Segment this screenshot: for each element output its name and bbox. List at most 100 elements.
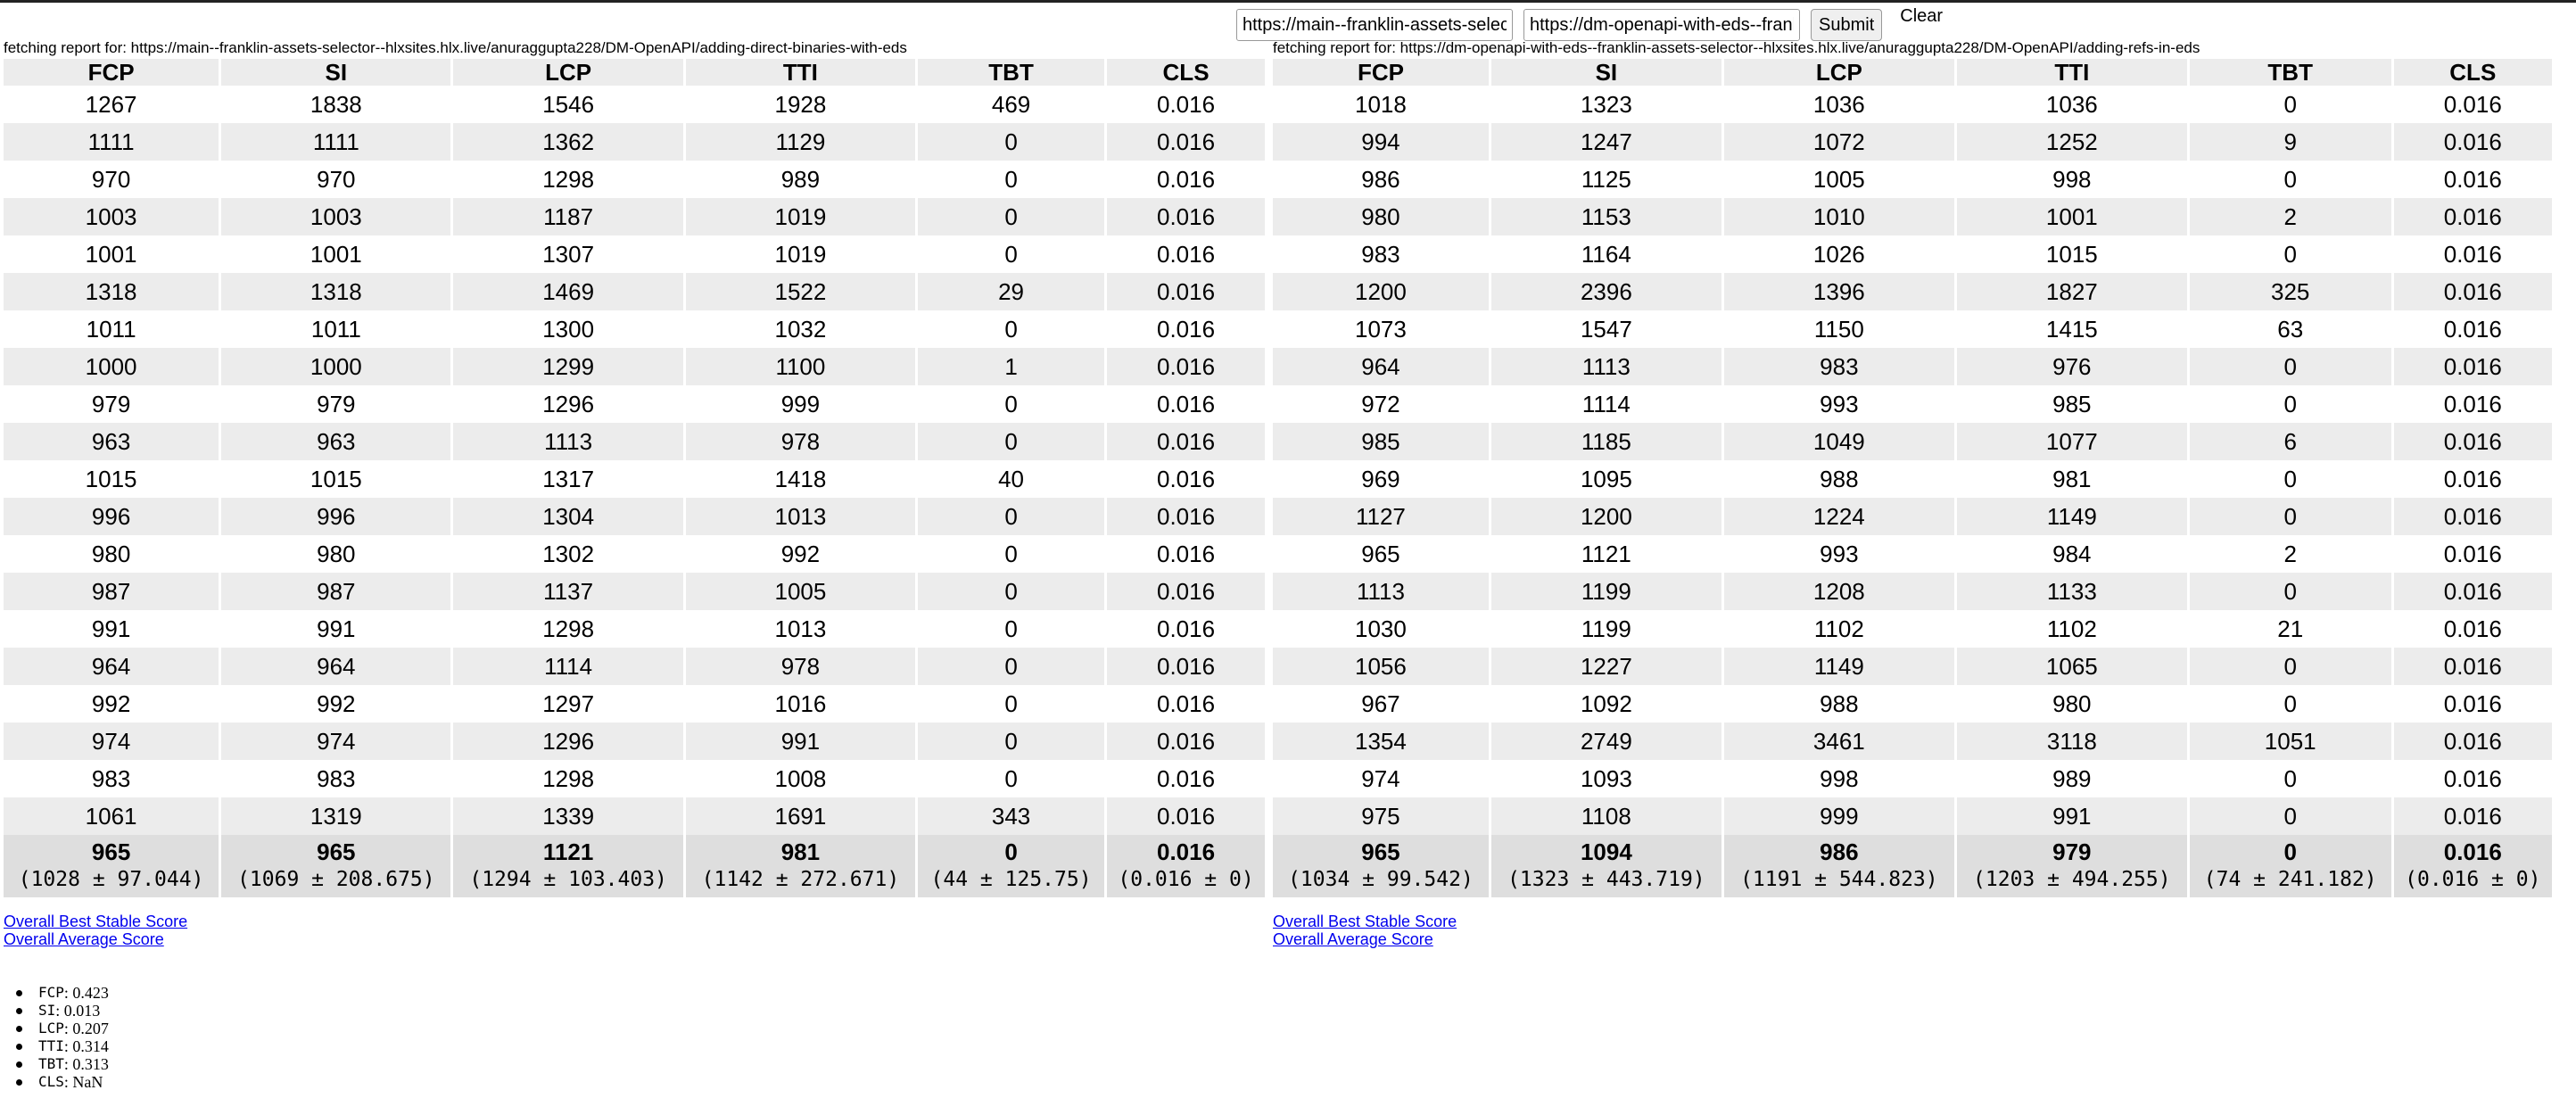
table-cell: 0.016 <box>1107 498 1265 535</box>
table-cell: 0.016 <box>1107 348 1265 385</box>
column-header: TTI <box>685 59 916 86</box>
weight-item: CLS: NaN <box>16 1073 109 1091</box>
table-cell: 1010 <box>1723 198 1954 235</box>
table-cell: 0.016 <box>1107 797 1265 835</box>
weight-value: 0.313 <box>72 1055 109 1073</box>
table-cell: 1354 <box>1273 723 1489 760</box>
table-cell: 1001 <box>221 235 451 273</box>
table-cell: 1838 <box>221 86 451 123</box>
table-cell: 0 <box>918 498 1105 535</box>
table-cell: 0.016 <box>2393 273 2552 310</box>
table-row: 983 1164 1026 1015 0 0.016 <box>1273 235 2552 273</box>
table-row: 1318 1318 1469 1522 29 0.016 <box>4 273 1265 310</box>
table-cell: 980 <box>1273 198 1489 235</box>
table-cell: 1339 <box>453 797 683 835</box>
table-cell: 1317 <box>453 460 683 498</box>
table-cell: 0.016 <box>2393 685 2552 723</box>
table-cell: 1296 <box>453 723 683 760</box>
url-input-2[interactable] <box>1523 9 1800 41</box>
submit-button[interactable]: Submit <box>1811 9 1883 41</box>
table-cell: 325 <box>2189 273 2391 310</box>
table-cell: 0.016 <box>2393 198 2552 235</box>
overall-average-score-link[interactable]: Overall Average Score <box>1273 930 1433 948</box>
weight-value: 0.013 <box>63 1002 101 1020</box>
table-cell: 1032 <box>685 310 916 348</box>
table-cell: 0.016 <box>2393 385 2552 423</box>
table-cell: 1016 <box>685 685 916 723</box>
table-cell: 1093 <box>1490 760 1721 797</box>
table-cell: 0.016 <box>2393 723 2552 760</box>
summary-row: 965 (1028 ± 97.044) 965 (1069 ± 208.675) 112… <box>4 835 1265 897</box>
table-cell: 2396 <box>1490 273 1721 310</box>
mean-stddev: (1142 ± 272.671) <box>701 868 900 891</box>
column-header: LCP <box>1723 59 1954 86</box>
table-row: 964 1113 983 976 0 0.016 <box>1273 348 2552 385</box>
table-row: 964 964 1114 978 0 0.016 <box>4 648 1265 685</box>
table-cell: 40 <box>918 460 1105 498</box>
table-row: 963 963 1113 978 0 0.016 <box>4 423 1265 460</box>
table-cell: 1000 <box>221 348 451 385</box>
table-row: 994 1247 1072 1252 9 0.016 <box>1273 123 2552 161</box>
table-cell: 994 <box>1273 123 1489 161</box>
summary-cell: 0.016 (0.016 ± 0) <box>2393 835 2552 897</box>
table-cell: 0.016 <box>1107 273 1265 310</box>
score-links: Overall Best Stable Score Overall Averag… <box>1273 913 2557 948</box>
column-header: TTI <box>1956 59 2187 86</box>
overall-average-score-link[interactable]: Overall Average Score <box>4 930 164 948</box>
best-score: 1121 <box>542 838 594 865</box>
table-cell: 1691 <box>685 797 916 835</box>
weight-metric: TBT <box>38 1055 64 1072</box>
url-input-1[interactable] <box>1236 9 1513 41</box>
weight-item: LCP: 0.207 <box>16 1020 109 1037</box>
table-cell: 965 <box>1273 535 1489 573</box>
overall-best-stable-score-link[interactable]: Overall Best Stable Score <box>1273 913 1457 930</box>
table-cell: 1318 <box>221 273 451 310</box>
table-cell: 0 <box>918 610 1105 648</box>
table-cell: 1307 <box>453 235 683 273</box>
table-cell: 983 <box>1723 348 1954 385</box>
table-cell: 1003 <box>4 198 219 235</box>
metrics-table: FCP SI LCP TTI TBT CLS 1018 1323 1036 1036 0 0.016… <box>1270 59 2555 897</box>
table-cell: 967 <box>1273 685 1489 723</box>
table-cell: 0.016 <box>2393 573 2552 610</box>
table-row: 979 979 1296 999 0 0.016 <box>4 385 1265 423</box>
column-header: TBT <box>2189 59 2391 86</box>
table-cell: 1827 <box>1956 273 2187 310</box>
weight-value: NaN <box>72 1073 103 1091</box>
table-cell: 976 <box>1956 348 2187 385</box>
column-header: CLS <box>2393 59 2552 86</box>
table-row: 1018 1323 1036 1036 0 0.016 <box>1273 86 2552 123</box>
table-cell: 1015 <box>4 460 219 498</box>
best-score: 1094 <box>1580 838 1632 865</box>
table-cell: 1000 <box>4 348 219 385</box>
table-cell: 1015 <box>1956 235 2187 273</box>
overall-best-stable-score-link[interactable]: Overall Best Stable Score <box>4 913 188 930</box>
table-cell: 1522 <box>685 273 916 310</box>
clear-button[interactable]: Clear <box>1900 5 1944 26</box>
table-cell: 0 <box>2189 86 2391 123</box>
table-row: 1056 1227 1149 1065 0 0.016 <box>1273 648 2552 685</box>
summary-row: 965 (1034 ± 99.542) 1094 (1323 ± 443.719) 98… <box>1273 835 2552 897</box>
summary-cell: 0.016 (0.016 ± 0) <box>1107 835 1265 897</box>
table-cell: 1267 <box>4 86 219 123</box>
table-cell: 974 <box>1273 760 1489 797</box>
table-cell: 987 <box>221 573 451 610</box>
table-cell: 1003 <box>221 198 451 235</box>
best-score: 965 <box>91 838 131 865</box>
table-cell: 2 <box>2189 535 2391 573</box>
bullet-icon <box>16 1007 22 1014</box>
summary-cell: 965 (1034 ± 99.542) <box>1273 835 1489 897</box>
table-cell: 1114 <box>1490 385 1721 423</box>
table-cell: 970 <box>221 161 451 198</box>
table-row: 991 991 1298 1013 0 0.016 <box>4 610 1265 648</box>
fetch-label: fetching report for: https://main--frank… <box>4 39 907 56</box>
table-cell: 983 <box>1273 235 1489 273</box>
table-cell: 0.016 <box>2393 310 2552 348</box>
table-cell: 0 <box>918 235 1105 273</box>
table-cell: 0 <box>918 573 1105 610</box>
table-cell: 1304 <box>453 498 683 535</box>
table-row: 1267 1838 1546 1928 469 0.016 <box>4 86 1265 123</box>
table-cell: 1224 <box>1723 498 1954 535</box>
table-cell: 0 <box>918 723 1105 760</box>
table-cell: 991 <box>685 723 916 760</box>
